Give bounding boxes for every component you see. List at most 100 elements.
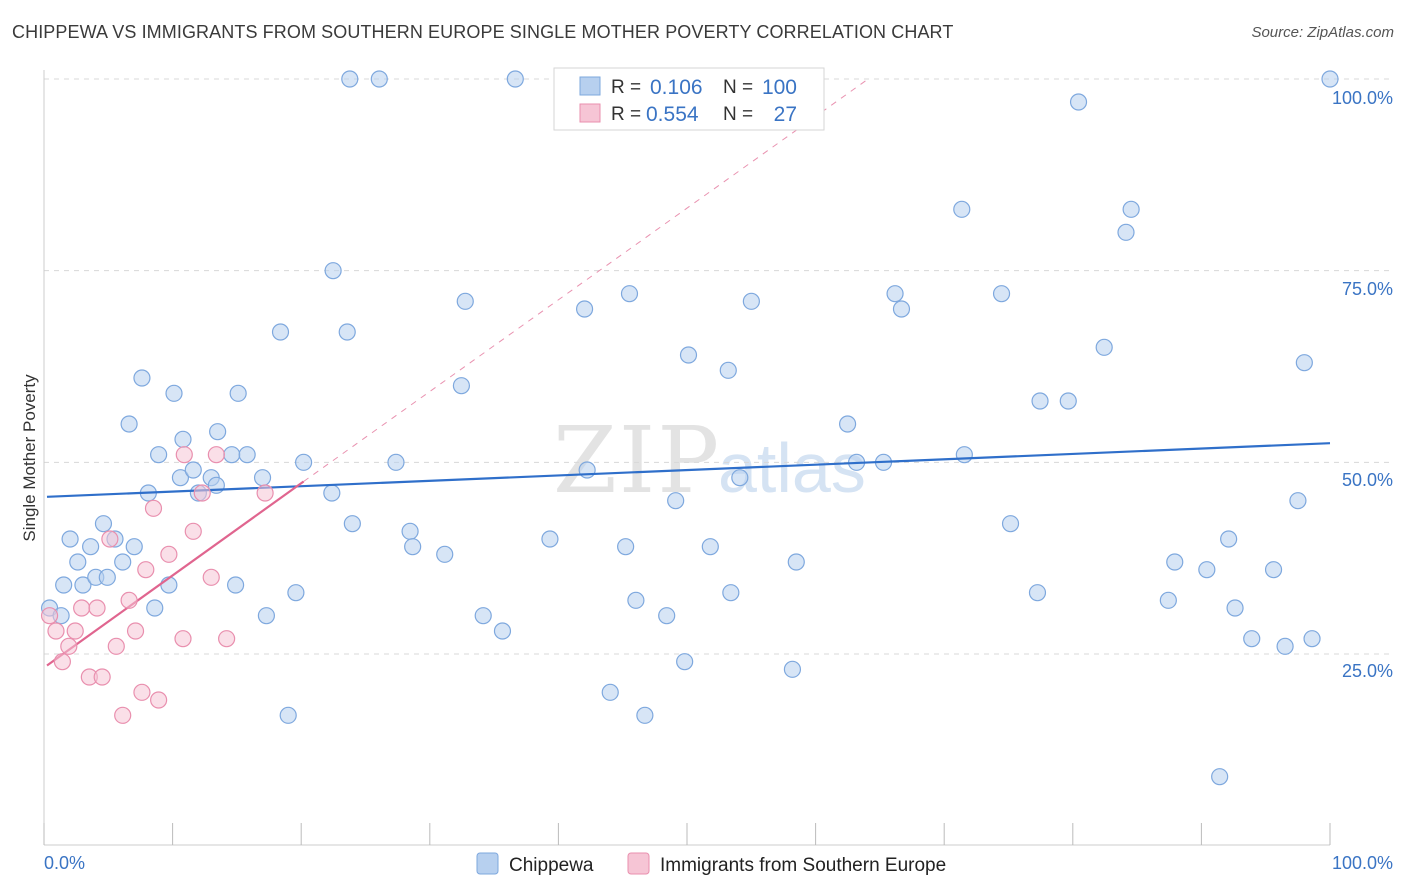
stats-legend: R = 0.106 N = 100 R = 0.554 N = 27: [553, 67, 825, 131]
immigrants-point-18: [160, 545, 178, 563]
immigrants-point-25: [218, 630, 236, 648]
chippewa-point-19: [171, 469, 190, 487]
stats-r-label-immigrants: R =: [611, 104, 641, 125]
chippewa-point-7: [94, 515, 113, 533]
chippewa-point-66: [731, 469, 749, 487]
immigrants-point-14: [133, 683, 151, 701]
stats-n-value-immigrants: 27: [774, 103, 797, 126]
chippewa-point-50: [506, 70, 524, 88]
immigrants-point-4: [66, 622, 84, 640]
chippewa-point-30: [253, 469, 272, 487]
chippewa-point-73: [886, 285, 904, 303]
chippewa-point-95: [1289, 492, 1307, 510]
immigrants-point-21: [184, 522, 202, 540]
chippewa-point-69: [787, 553, 805, 571]
chippewa-point-37: [324, 262, 342, 280]
stats-r-value-immigrants: 0.554: [646, 103, 699, 126]
stats-n-label-chippewa: N =: [723, 77, 753, 98]
chippewa-point-36: [323, 484, 341, 502]
immigrants-point-0: [40, 607, 59, 625]
chippewa-point-75: [955, 446, 973, 464]
grid-lines: [44, 78, 1393, 655]
chippewa-point-98: [1321, 70, 1339, 88]
immigrants-point-11: [114, 706, 132, 724]
chippewa-point-89: [1211, 768, 1229, 786]
chippewa-point-54: [601, 683, 619, 701]
chippewa-point-82: [1069, 93, 1088, 111]
chippewa-point-27: [227, 576, 245, 594]
chippewa-point-47: [456, 292, 474, 310]
immigrants-point-12: [120, 591, 138, 609]
immigrants-point-23: [202, 568, 220, 586]
chart-source: Source: ZipAtlas.com: [1251, 24, 1394, 41]
y-tick-label-75: 75.0%: [1342, 279, 1393, 299]
legend-label-immigrants: Immigrants from Southern Europe: [660, 855, 946, 876]
chippewa-point-79: [1028, 584, 1047, 602]
chippewa-point-51: [541, 530, 559, 548]
watermark-zip: ZIP: [553, 407, 721, 514]
chippewa-point-90: [1220, 530, 1238, 548]
immigrants-point-24: [207, 446, 225, 464]
chippewa-point-53: [575, 300, 594, 318]
chippewa-point-81: [1059, 392, 1077, 410]
chippewa-point-67: [742, 292, 760, 310]
chippewa-point-25: [209, 423, 227, 441]
chippewa-point-18: [165, 384, 183, 402]
legend-swatch-immigrants: [627, 852, 650, 875]
x-tick-labels: 0.0% 100.0%: [44, 853, 1393, 873]
immigrants-point-26: [256, 484, 274, 502]
chippewa-point-88: [1198, 561, 1216, 579]
series-immigrants-points: [40, 446, 274, 724]
series-legend: Chippewa Immigrants from Southern Europe: [476, 852, 946, 876]
chippewa-point-94: [1276, 637, 1294, 655]
chippewa-point-1: [55, 576, 73, 594]
x-ticks: [43, 823, 1331, 845]
chippewa-point-65: [722, 584, 740, 602]
y-tick-label-50: 50.0%: [1342, 470, 1393, 490]
chippewa-point-43: [401, 522, 419, 540]
stats-legend-swatch-immigrants: [579, 103, 601, 123]
chippewa-point-96: [1295, 354, 1313, 372]
chippewa-point-12: [125, 538, 143, 556]
chippewa-point-29: [238, 446, 256, 464]
immigrants-point-3: [60, 637, 78, 655]
y-tick-label-100: 100.0%: [1332, 88, 1393, 108]
immigrants-point-8: [93, 668, 111, 686]
chippewa-point-80: [1031, 392, 1049, 410]
stats-n-value-chippewa: 100: [762, 76, 797, 99]
immigrants-point-13: [126, 622, 145, 640]
chippewa-point-11: [120, 415, 138, 433]
x-tick-label-min: 0.0%: [44, 853, 85, 873]
chippewa-point-41: [370, 70, 388, 88]
immigrants-point-19: [175, 446, 193, 464]
chart-title: CHIPPEWA VS IMMIGRANTS FROM SOUTHERN EUR…: [12, 22, 954, 42]
y-tick-label-25: 25.0%: [1342, 661, 1393, 681]
chippewa-point-55: [617, 538, 635, 556]
immigrants-point-15: [137, 561, 155, 579]
chippewa-point-83: [1095, 338, 1113, 356]
chippewa-point-32: [271, 323, 290, 341]
chippewa-point-62: [679, 346, 698, 364]
chippewa-point-48: [474, 607, 492, 625]
chippewa-point-64: [719, 361, 737, 379]
chippewa-point-20: [174, 430, 192, 448]
y-axis-title: Single Mother Poverty: [20, 374, 39, 542]
chippewa-point-26: [223, 446, 241, 464]
chippewa-point-77: [992, 285, 1011, 303]
stats-legend-swatch-chippewa: [579, 76, 601, 96]
chippewa-point-21: [184, 461, 202, 479]
immigrants-point-10: [107, 637, 125, 655]
chippewa-point-2: [61, 530, 79, 548]
chippewa-point-87: [1166, 553, 1184, 571]
chippewa-point-16: [150, 446, 168, 464]
chippewa-point-60: [667, 492, 685, 510]
immigrants-point-16: [144, 499, 163, 517]
chippewa-point-85: [1122, 200, 1140, 218]
chippewa-point-70: [838, 415, 857, 433]
chippewa-point-3: [69, 553, 87, 571]
chippewa-point-86: [1159, 591, 1177, 609]
chippewa-point-91: [1226, 599, 1244, 617]
chippewa-point-59: [658, 607, 676, 625]
chippewa-point-10: [114, 553, 132, 571]
